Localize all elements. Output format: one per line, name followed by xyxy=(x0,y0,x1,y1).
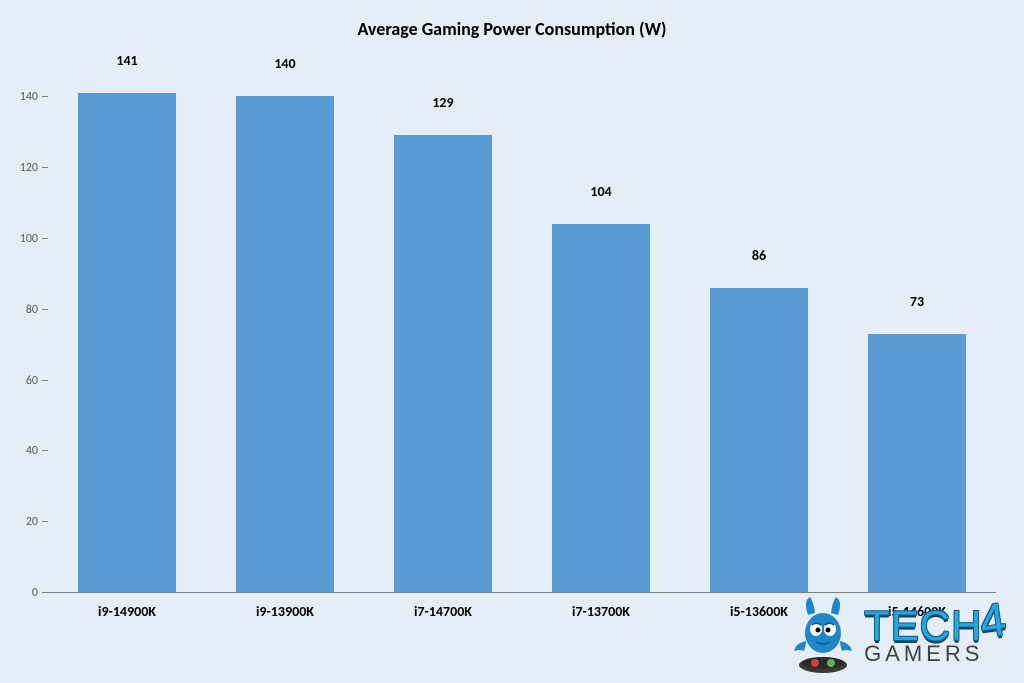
bar-value-label: 141 xyxy=(48,52,206,73)
bar xyxy=(552,224,650,592)
y-tick-label: 120 xyxy=(8,161,38,175)
y-tick-label: 60 xyxy=(8,374,38,388)
x-tick-label: i7-14700K xyxy=(364,603,522,620)
y-tick-label: 140 xyxy=(8,90,38,104)
bar-value-label: 86 xyxy=(680,247,838,268)
bar-value-label: 73 xyxy=(838,293,996,314)
bar-slot: 141i9-14900K xyxy=(48,62,206,593)
brand-accent: 4 xyxy=(978,599,1009,644)
bar-value-label: 104 xyxy=(522,183,680,204)
bar xyxy=(236,96,334,592)
bar xyxy=(78,93,176,592)
bars-region: 141i9-14900K140i9-13900K129i7-14700K104i… xyxy=(48,62,996,593)
logo-text: TECH4 GAMERS xyxy=(864,604,1006,663)
y-tick-label: 0 xyxy=(8,586,38,600)
x-tick-label: i9-14900K xyxy=(48,603,206,620)
plot-area: 020406080100120140 141i9-14900K140i9-139… xyxy=(48,62,996,593)
chart-title: Average Gaming Power Consumption (W) xyxy=(0,18,1024,40)
bar xyxy=(710,288,808,592)
bar-slot: 86i5-13600K xyxy=(680,62,838,593)
y-tick-label: 20 xyxy=(8,515,38,529)
bar-value-label: 140 xyxy=(206,55,364,76)
bar-slot: 73i5-14600K xyxy=(838,62,996,593)
bar xyxy=(868,334,966,592)
x-tick-label: i7-13700K xyxy=(522,603,680,620)
bar-slot: 104i7-13700K xyxy=(522,62,680,593)
bar-slot: 140i9-13900K xyxy=(206,62,364,593)
bar-value-label: 129 xyxy=(364,94,522,115)
y-tick-label: 40 xyxy=(8,444,38,458)
brand-sub: GAMERS xyxy=(864,644,983,664)
bar-slot: 129i7-14700K xyxy=(364,62,522,593)
x-tick-label: i9-13900K xyxy=(206,603,364,620)
mascot-icon xyxy=(788,593,858,675)
chart-container: Average Gaming Power Consumption (W) 020… xyxy=(0,0,1024,683)
y-tick-label: 80 xyxy=(8,303,38,317)
watermark-logo: TECH4 GAMERS xyxy=(788,593,1006,675)
bar xyxy=(394,135,492,592)
y-tick-label: 100 xyxy=(8,232,38,246)
